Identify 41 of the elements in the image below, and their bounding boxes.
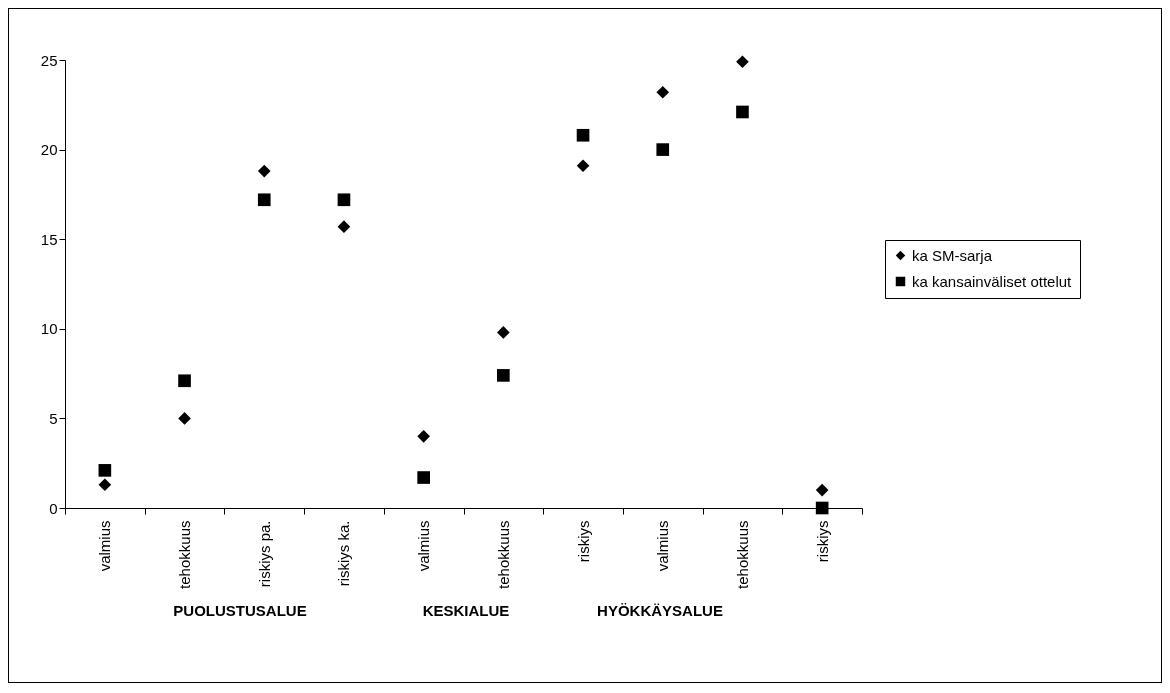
x-tick-label: valmius — [415, 520, 433, 572]
point — [337, 193, 351, 207]
point — [417, 430, 430, 443]
x-tick-label: riskiys — [813, 520, 831, 563]
legend-label: ka kansainväliset ottelut — [912, 272, 1073, 290]
point — [257, 164, 271, 178]
x-tick-label: riskiys ka. — [335, 520, 353, 587]
y-tick-label: 0 — [49, 499, 58, 517]
point — [576, 159, 590, 173]
point — [98, 464, 112, 477]
point — [656, 143, 670, 156]
point — [736, 55, 749, 69]
point — [98, 478, 112, 492]
y-tick-label: 10 — [40, 320, 58, 338]
point — [656, 85, 670, 99]
x-tick-label: riskiys — [574, 520, 592, 563]
x-tick-label: riskiys pa. — [255, 520, 273, 588]
text: PUOLUSTUSALUE — [173, 602, 307, 619]
text: KESKIALUE — [422, 602, 510, 619]
point — [417, 471, 430, 484]
x-tick-label: valmius — [654, 520, 672, 572]
point — [257, 193, 271, 207]
point — [337, 220, 351, 233]
point — [497, 369, 510, 382]
y-tick-label: 5 — [49, 409, 58, 427]
legend-label: ka SM-sarja — [912, 246, 993, 264]
point — [178, 412, 191, 425]
x-tick-label: tehokkuus — [494, 520, 512, 589]
point — [815, 501, 829, 515]
y-tick-label: 20 — [40, 141, 58, 159]
y-tick-label: 25 — [40, 51, 58, 69]
point — [497, 326, 510, 339]
x-tick-label: tehokkuus — [176, 520, 194, 589]
point — [178, 374, 191, 388]
point — [576, 128, 590, 142]
text: HYÖKKÄYSALUE — [597, 602, 723, 619]
point — [815, 483, 829, 497]
x-tick-label: valmius — [96, 520, 114, 572]
x-tick-label: tehokkuus — [733, 520, 751, 589]
point — [736, 105, 749, 119]
y-tick-label: 15 — [40, 230, 58, 248]
